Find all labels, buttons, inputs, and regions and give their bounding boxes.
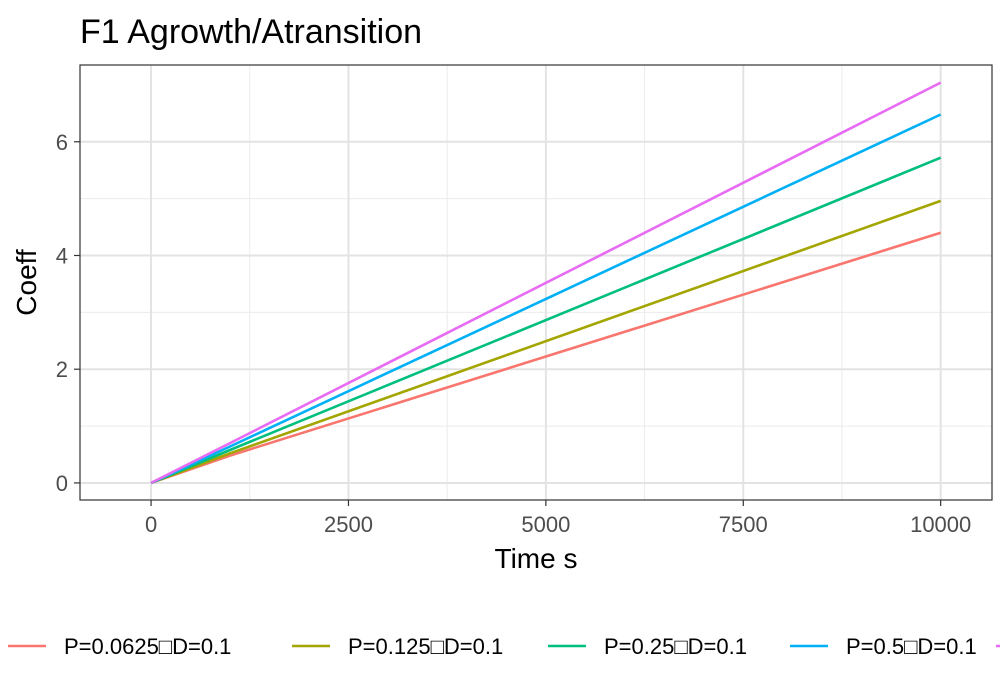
panel-border [79, 64, 993, 501]
y-tick-label: 4 [56, 243, 68, 268]
series-layer [150, 81, 942, 485]
legend-label-4: P=0.5□D=0.1 [846, 634, 977, 659]
legend: P=0.0625□D=0.1 P=0.125□D=0.1 P=0.25□D=0.1 P… [8, 634, 1000, 659]
legend-label-3: P=0.25□D=0.1 [604, 634, 747, 659]
chart-title: F1 Agrowth/Atransition [80, 13, 422, 51]
legend-label-1: P=0.0625□D=0.1 [64, 634, 231, 659]
y-tick-label: 6 [56, 130, 68, 155]
y-axis-title: Coeff [11, 249, 42, 316]
x-tick-label: 0 [145, 512, 157, 537]
x-tick-label: 10000 [910, 512, 971, 537]
series-line-5 [150, 81, 942, 485]
y-tick-label: 2 [56, 357, 68, 382]
x-tick-label: 7500 [719, 512, 768, 537]
y-tick-label: 0 [56, 471, 68, 496]
grid [80, 65, 992, 500]
x-tick-label: 5000 [521, 512, 570, 537]
axis-ticks: 0 2500 5000 7500 10000 0 2 4 6 [56, 130, 972, 537]
x-tick-label: 2500 [324, 512, 373, 537]
legend-label-2: P=0.125□D=0.1 [348, 634, 503, 659]
x-axis-title: Time s [495, 543, 578, 574]
